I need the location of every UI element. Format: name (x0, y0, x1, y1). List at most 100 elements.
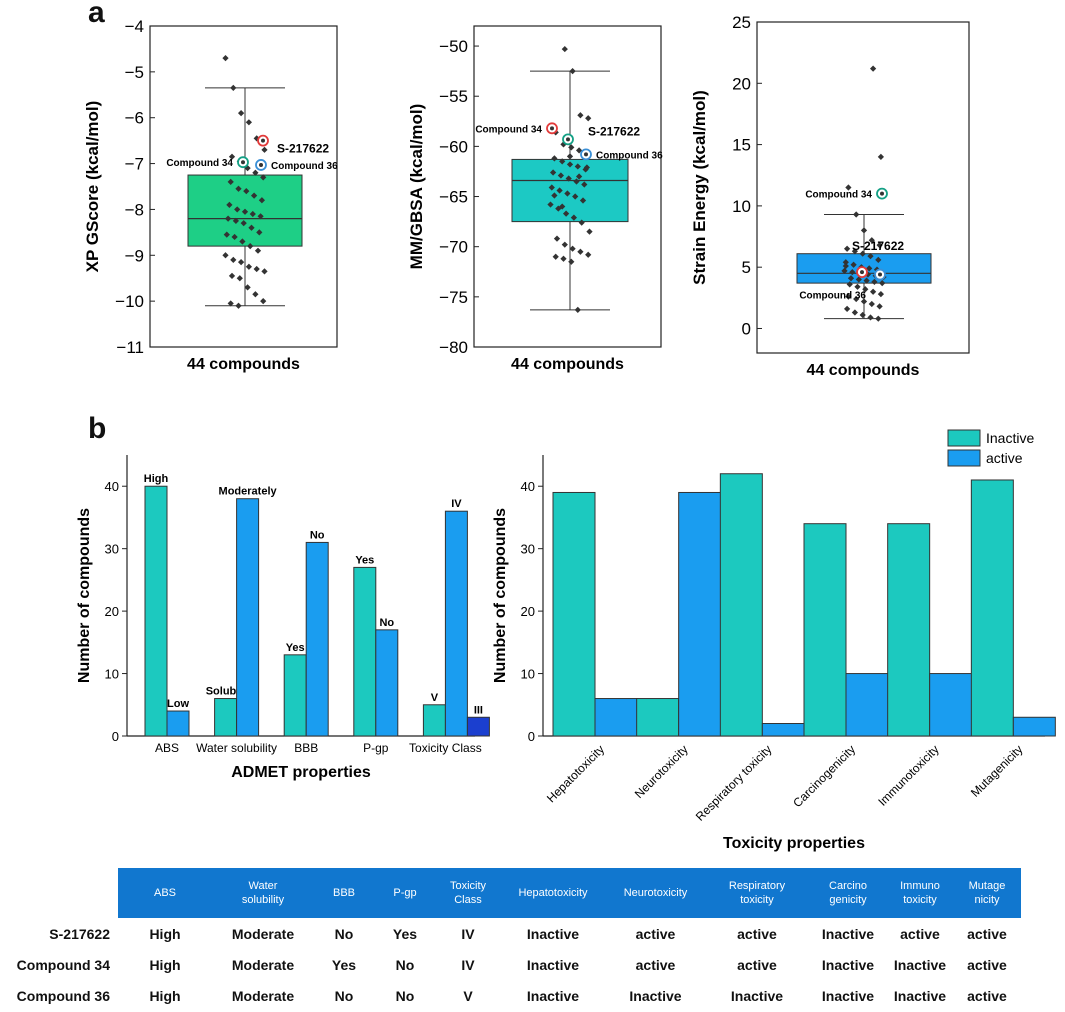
highlight-label: Compound 36 (799, 291, 866, 302)
data-point (239, 238, 246, 245)
data-point (569, 68, 576, 75)
y-tick-label: 10 (521, 667, 535, 682)
y-tick-label: −11 (116, 338, 144, 357)
bar (719, 473, 763, 737)
table-cell: Inactive (526, 956, 580, 973)
bar (375, 629, 399, 737)
plot-frame (756, 21, 970, 354)
highlight-dot (550, 126, 554, 131)
y-axis-label: Strain Energy (kcal/mol) (690, 90, 709, 285)
table-header-text: nicity (974, 894, 1000, 906)
y-tick-label: −80 (439, 338, 468, 357)
x-axis-label: 44 compounds (807, 362, 920, 379)
y-tick-label: −8 (125, 200, 144, 219)
y-tick-label: 10 (732, 197, 751, 216)
bar-label: High (144, 473, 169, 485)
table-header-text: Toxicity (449, 880, 487, 892)
bar (970, 479, 1014, 737)
table-header-text: Hepatotoxicity (518, 887, 588, 899)
data-point (843, 245, 851, 252)
y-tick-label: 5 (742, 258, 751, 277)
y-tick-label: −5 (125, 63, 144, 82)
data-point (866, 265, 873, 272)
x-tick-label: ABS (155, 741, 179, 755)
data-point (236, 275, 243, 282)
x-tick-label: Respiratory toxicity (693, 742, 775, 824)
bar (466, 716, 490, 737)
table-header-cell: Hepatotoxicity (500, 868, 606, 918)
highlight-dot (880, 191, 884, 196)
plot-frame (473, 25, 662, 348)
highlight-label: S-217622 (588, 124, 640, 138)
bar-label: Soluble (206, 686, 246, 698)
y-tick-label: −70 (439, 238, 468, 257)
table-cell: High (149, 925, 181, 942)
y-tick-label: −65 (439, 188, 468, 207)
data-point (853, 211, 860, 218)
data-point (253, 265, 260, 273)
highlight-dot (241, 160, 245, 165)
bar-label: No (310, 529, 325, 541)
table-cell: No (334, 987, 354, 1004)
highlight-dot (878, 272, 882, 277)
table-header-text: Water (248, 880, 278, 892)
table-body: S-217622 High Moderate No Yes IV Inactive activ… (0, 918, 1021, 1011)
data-point (240, 220, 247, 227)
table-header-text: ABS (153, 887, 176, 899)
y-tick-label: −4 (125, 17, 144, 36)
legend-label: active (986, 450, 1023, 466)
table-header-text: Carcino (829, 880, 867, 892)
data-point (577, 112, 584, 119)
table-header-text: BBB (332, 887, 355, 899)
table-header-text: toxicity (740, 894, 774, 906)
iqr-box (796, 253, 932, 284)
table-row: Compound 36 High Moderate No No V Inactive Inac… (0, 980, 1021, 1011)
y-tick-label: 40 (105, 479, 119, 494)
legend-swatch (947, 429, 981, 447)
data-point (254, 247, 262, 254)
table-header-cell: Water solubility (212, 868, 314, 918)
table-header-text: Mutage (968, 880, 1006, 892)
table-header-cell: Carcino genicity (809, 868, 887, 918)
table-header-row: ABS Water solubility BBB P-gp Toxicity Class He… (0, 868, 1021, 918)
data-point (230, 256, 237, 263)
data-point (860, 227, 868, 234)
bar (678, 491, 722, 737)
table-cell: Yes (331, 956, 357, 973)
bar (761, 723, 805, 737)
x-tick-label: Mutagenicity (968, 742, 1026, 800)
legend-swatch (947, 449, 981, 467)
data-point (245, 119, 253, 126)
highlight-label: Compound 34 (805, 190, 872, 201)
data-point (847, 275, 855, 282)
bar (283, 654, 307, 737)
table-cell: Inactive (526, 925, 580, 942)
highlight-label: Compound 36 (596, 150, 663, 161)
data-point (586, 228, 593, 235)
plot-frame (149, 25, 338, 348)
bar (552, 491, 596, 737)
table-cell: Inactive (526, 987, 580, 1004)
table-cell: V (463, 987, 473, 1004)
table-header-cell: ABS (118, 868, 212, 918)
bar-label: Yes (355, 554, 374, 566)
data-point (869, 288, 877, 295)
table-header-text: Class (454, 894, 482, 906)
x-tick-label: BBB (294, 741, 318, 755)
data-point (249, 210, 256, 218)
bar (1012, 716, 1056, 737)
x-axis-label: 44 compounds (511, 356, 624, 373)
data-point (223, 231, 230, 238)
data-point (568, 258, 575, 265)
y-tick-label: 15 (732, 136, 751, 155)
table-cell: Moderate (231, 925, 295, 942)
table-header-text: Respiratory (728, 880, 786, 892)
y-axis-label: Number of compounds (492, 508, 509, 683)
data-point (854, 283, 861, 290)
table-cell: No (334, 925, 354, 942)
table-cell: Inactive (629, 987, 682, 1004)
x-axis-label: 44 compounds (187, 356, 300, 373)
table-header-text: genicity (829, 894, 867, 906)
y-tick-label: −50 (439, 37, 468, 56)
highlight-label: Compound 36 (271, 161, 338, 172)
